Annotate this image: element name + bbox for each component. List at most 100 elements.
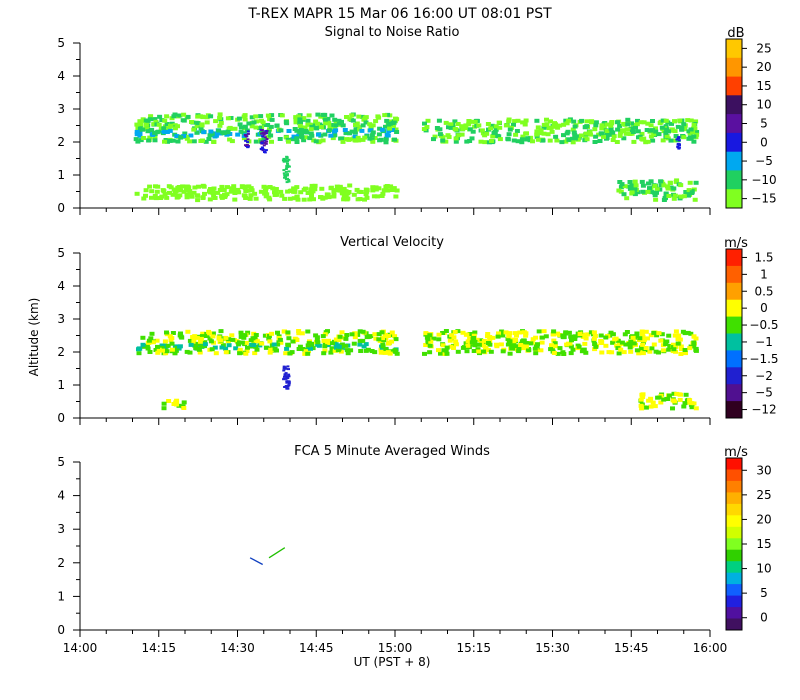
data-cell: [181, 400, 187, 405]
data-cell: [203, 139, 209, 144]
data-cell: [566, 330, 572, 335]
data-cell: [287, 178, 291, 181]
data-cell: [452, 127, 458, 131]
data-cell: [619, 182, 625, 187]
data-cell: [199, 344, 205, 349]
data-cell: [632, 187, 637, 192]
data-cell: [549, 343, 554, 348]
x-tick-label: 16:00: [693, 641, 728, 655]
data-cell: [472, 330, 478, 335]
data-cell: [472, 340, 478, 344]
data-cell: [149, 331, 155, 336]
data-cell: [322, 112, 328, 117]
data-cell: [539, 340, 545, 345]
data-cell: [471, 333, 477, 338]
data-cell: [478, 139, 484, 144]
data-cell: [544, 117, 549, 122]
data-cell: [493, 124, 499, 129]
data-cell: [364, 188, 370, 193]
data-cell: [517, 330, 523, 335]
data-cell: [591, 330, 597, 335]
data-cell: [232, 126, 238, 131]
data-cell: [137, 346, 143, 351]
data-cell: [443, 120, 449, 125]
data-cell: [615, 127, 621, 132]
data-cell: [244, 144, 247, 147]
data-cell: [153, 196, 159, 201]
data-cell: [572, 334, 578, 339]
data-cell: [153, 348, 159, 352]
data-cell: [284, 385, 288, 387]
data-cell: [691, 134, 697, 139]
data-cell: [162, 139, 167, 144]
data-cell: [592, 127, 598, 132]
data-cell: [648, 179, 654, 184]
data-cell: [466, 122, 472, 127]
data-cell: [340, 123, 346, 128]
data-cell: [368, 126, 374, 131]
data-cell: [242, 333, 248, 338]
data-cell: [639, 131, 645, 136]
data-cell: [185, 114, 191, 119]
data-cell: [187, 139, 193, 144]
data-cell: [455, 329, 461, 334]
data-cell: [310, 189, 316, 194]
data-cell: [167, 334, 173, 339]
data-cell: [262, 333, 268, 338]
data-cell: [584, 119, 590, 124]
colorbar-swatch: [726, 561, 742, 574]
data-cell: [258, 114, 264, 119]
data-cell: [393, 337, 399, 342]
data-cell: [474, 337, 480, 342]
data-cell: [592, 140, 598, 144]
data-cell: [195, 193, 200, 198]
data-cell: [693, 347, 699, 352]
data-cell: [557, 346, 563, 351]
data-cell: [593, 120, 599, 125]
data-cell: [476, 342, 482, 347]
data-cell: [359, 128, 365, 133]
data-cell: [631, 341, 637, 346]
data-cell: [241, 335, 247, 340]
data-cell: [301, 138, 307, 143]
data-cell: [569, 338, 574, 343]
data-cell: [363, 120, 369, 125]
data-cell: [242, 185, 248, 190]
data-cell: [677, 136, 681, 139]
data-cell: [640, 351, 646, 356]
data-cell: [143, 188, 149, 193]
data-cell: [189, 120, 194, 124]
y-tick-label: 3: [57, 312, 65, 326]
data-cell: [282, 365, 286, 368]
data-cell: [348, 348, 354, 353]
data-cell: [161, 401, 167, 406]
data-cell: [688, 127, 694, 132]
data-cell: [652, 404, 658, 409]
data-cell: [242, 117, 248, 122]
data-cell: [555, 125, 561, 130]
data-cell: [197, 339, 203, 344]
data-cell: [162, 118, 168, 123]
data-cell: [523, 118, 529, 123]
data-cell: [469, 340, 475, 345]
data-cell: [459, 132, 465, 137]
data-cell: [389, 330, 395, 335]
data-cell: [552, 341, 558, 346]
data-cell: [322, 117, 328, 122]
data-cell: [490, 134, 496, 139]
data-cell: [211, 140, 217, 144]
data-cell: [551, 338, 557, 343]
data-cell: [440, 331, 446, 335]
data-cell: [322, 132, 328, 137]
data-cell: [221, 131, 227, 136]
data-cell: [293, 115, 299, 120]
data-cell: [548, 119, 553, 124]
y-tick-label: 3: [57, 522, 65, 536]
data-cell: [672, 119, 677, 124]
data-cell: [675, 341, 681, 346]
data-cell: [443, 348, 449, 353]
data-cell: [194, 124, 200, 129]
data-cell: [333, 128, 339, 133]
data-cell: [368, 334, 374, 339]
data-cell: [512, 119, 518, 124]
